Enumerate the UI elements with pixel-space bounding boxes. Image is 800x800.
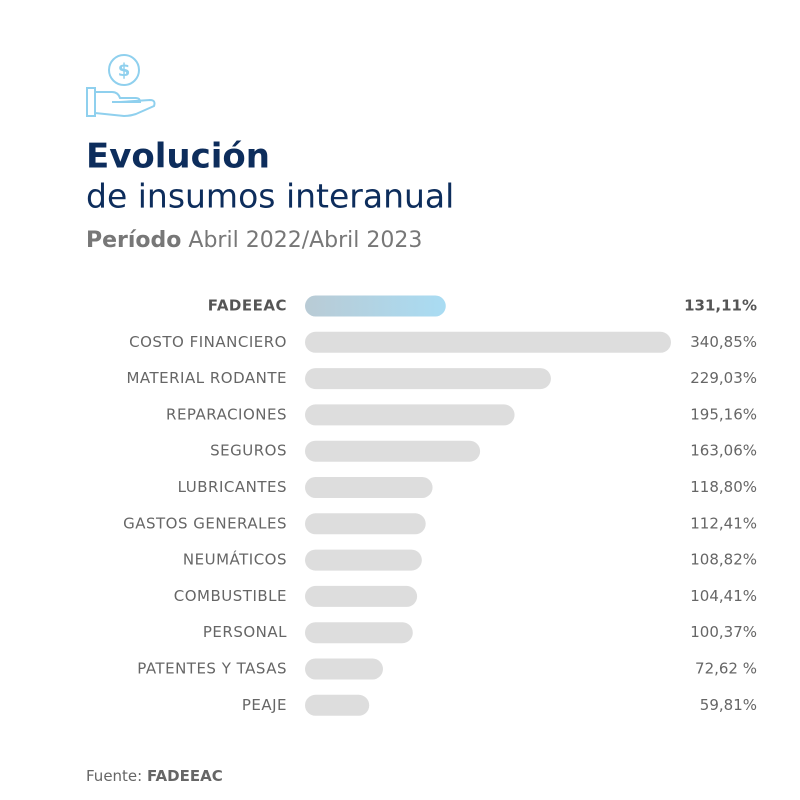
value-label: 195,16% [690, 405, 757, 423]
bar [305, 368, 551, 390]
value-label: 229,03% [690, 369, 757, 387]
bar [305, 622, 413, 644]
category-label: FADEEAC [208, 297, 287, 315]
bar [305, 295, 446, 317]
value-label: 59,81% [700, 696, 757, 714]
bar [305, 694, 370, 716]
value-label: 340,85% [690, 333, 757, 351]
bar [305, 585, 418, 607]
category-label: PEAJE [242, 696, 287, 714]
category-label: PATENTES Y TASAS [137, 660, 287, 678]
category-label: NEUMÁTICOS [183, 550, 287, 569]
value-label: 118,80% [690, 478, 757, 496]
bar [305, 440, 481, 462]
value-label: 100,37% [690, 623, 757, 641]
value-label: 131,11% [684, 297, 757, 315]
value-label: 104,41% [690, 587, 757, 605]
svg-text:$: $ [118, 60, 131, 81]
category-label: PERSONAL [203, 623, 287, 641]
source: Fuente: FADEEAC [86, 767, 223, 785]
bar [305, 477, 433, 498]
category-label: REPARACIONES [166, 405, 287, 423]
subtitle: Período Abril 2022/Abril 2023 [86, 228, 422, 253]
value-label: 72,62 % [695, 660, 757, 678]
category-label: SEGUROS [210, 442, 287, 460]
subtitle-label: Período [86, 228, 181, 253]
icon: $ [86, 54, 156, 118]
value-label: 112,41% [690, 514, 757, 532]
source-text: FADEEAC [147, 767, 223, 785]
category-label: COMBUSTIBLE [174, 587, 287, 605]
value-label: 108,82% [690, 551, 757, 569]
subtitle-text: Abril 2022/Abril 2023 [188, 228, 422, 253]
value-label: 163,06% [690, 442, 757, 460]
bar [305, 331, 671, 353]
category-label: GASTOS GENERALES [123, 514, 287, 532]
bar [305, 658, 383, 680]
source-label: Fuente: [86, 767, 142, 785]
title-line: de insumos interanual [86, 177, 454, 216]
bar [305, 513, 426, 535]
title-line: Evolución [86, 137, 270, 177]
category-label: LUBRICANTES [178, 478, 287, 496]
bar [305, 404, 515, 426]
category-label: MATERIAL RODANTE [126, 369, 287, 387]
category-label: COSTO FINANCIERO [129, 333, 287, 351]
bar [305, 549, 422, 571]
